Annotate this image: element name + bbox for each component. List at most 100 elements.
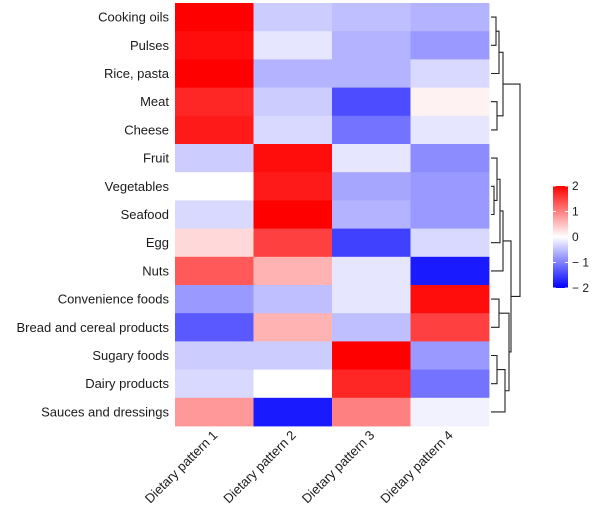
- row-label: Pulses: [130, 38, 170, 53]
- heatmap-cell: [410, 144, 490, 173]
- heatmap-cell: [175, 31, 254, 60]
- heatmap-cell: [410, 115, 490, 145]
- heatmap-cell: [175, 285, 254, 314]
- heatmap-cell: [253, 256, 333, 286]
- heatmap-cell: [332, 369, 411, 399]
- heatmap-cell: [332, 144, 411, 173]
- row-label: Egg: [146, 235, 169, 250]
- heatmap-cell: [410, 228, 490, 258]
- heatmap-cell: [410, 59, 490, 88]
- row-label: Meat: [140, 94, 169, 109]
- row-label: Sauces and dressings: [41, 404, 169, 419]
- row-label: Fruit: [143, 151, 169, 166]
- heatmap-cell: [253, 369, 333, 399]
- heatmap-cell: [332, 59, 411, 88]
- heatmap-cell: [410, 285, 490, 314]
- column-label: Dietary pattern 3: [299, 428, 378, 507]
- heatmap-cell: [253, 285, 333, 314]
- heatmap-cell: [410, 3, 490, 32]
- legend-tick-label: − 1: [572, 256, 589, 270]
- row-label: Sugary foods: [92, 348, 169, 363]
- heatmap-cell: [253, 115, 333, 145]
- row-label: Dairy products: [85, 376, 169, 391]
- heatmap-cell: [175, 200, 254, 229]
- column-label: Dietary pattern 2: [220, 428, 299, 507]
- heatmap-cell: [253, 228, 333, 258]
- row-label: Nuts: [142, 263, 169, 278]
- dendrogram-branch: [491, 30, 500, 75]
- row-dendrogram: [491, 16, 521, 413]
- heatmap-cell: [410, 200, 490, 229]
- heatmap-cell: [332, 256, 411, 286]
- heatmap-cell: [332, 3, 411, 32]
- dendrogram-branch: [497, 51, 504, 117]
- heatmap-cell: [253, 313, 333, 342]
- dendrogram-branch: [491, 298, 500, 328]
- legend-tick-label: 1: [572, 205, 579, 219]
- heatmap-cell: [253, 144, 333, 173]
- row-label: Rice, pasta: [104, 66, 170, 81]
- heatmap-cell: [253, 31, 333, 60]
- heatmap-cell: [332, 31, 411, 60]
- color-legend: 2 1 0 − 1 − 2: [553, 179, 589, 295]
- heatmap-cell: [410, 31, 490, 60]
- heatmap-cell: [332, 172, 411, 201]
- heatmap-cell: [332, 285, 411, 314]
- heatmap-cell: [175, 87, 254, 117]
- heatmap-cell: [175, 341, 254, 370]
- row-label: Cheese: [124, 122, 169, 137]
- heatmap-cell: [253, 341, 333, 370]
- heatmap-cell: [175, 397, 254, 427]
- heatmap-cell: [410, 341, 490, 370]
- row-label: Vegetables: [105, 179, 170, 194]
- heatmap-cell: [253, 172, 333, 201]
- legend-tick-label: 2: [572, 179, 579, 193]
- heatmap-cell: [175, 369, 254, 399]
- heatmap-cell: [332, 200, 411, 229]
- row-label: Convenience foods: [58, 292, 170, 307]
- heatmap-cell: [332, 87, 411, 117]
- heatmap-cell: [175, 59, 254, 88]
- dendrogram-branch: [503, 240, 512, 353]
- legend-colorbar: [553, 186, 568, 288]
- heatmap-cell: [410, 369, 490, 399]
- dendrogram-branch: [491, 210, 504, 272]
- heatmap-cell: [175, 313, 254, 342]
- dendrogram-branch: [499, 312, 510, 392]
- dendrogram-branch: [491, 101, 498, 131]
- dendrogram-branch: [491, 16, 497, 46]
- heatmap-cell: [332, 228, 411, 258]
- heatmap-cell: [410, 87, 490, 117]
- heatmap-cell: [253, 397, 333, 427]
- heatmap-cell: [332, 341, 411, 370]
- column-label: Dietary pattern 1: [142, 428, 221, 507]
- column-label: Dietary pattern 4: [377, 428, 456, 507]
- legend-tick-label: 0: [572, 230, 579, 244]
- legend-tick-label: − 2: [572, 281, 589, 295]
- heatmap-cell: [332, 115, 411, 145]
- heatmap-cell: [253, 3, 333, 32]
- heatmap-cell: [253, 87, 333, 117]
- dendrogram-branch: [491, 369, 506, 413]
- dendrogram-branch: [503, 83, 521, 298]
- dendrogram-branch: [491, 354, 498, 385]
- heatmap-cell: [410, 172, 490, 201]
- dendrogram-branch: [491, 185, 495, 216]
- heatmap-cell: [175, 172, 254, 201]
- dendrogram-branch: [491, 178, 501, 244]
- column-labels: Dietary pattern 1 Dietary pattern 2 Dietar…: [142, 428, 456, 507]
- heatmap-cell: [410, 397, 490, 427]
- heatmap-cell: [175, 3, 254, 32]
- heatmap-cell: [253, 200, 333, 229]
- heatmap-cell: [175, 115, 254, 145]
- heatmap-cell: [253, 59, 333, 88]
- heatmap-cell: [175, 256, 254, 286]
- heatmap-cell: [175, 144, 254, 173]
- heatmap-cell: [410, 256, 490, 286]
- row-label: Cooking oils: [98, 10, 169, 25]
- heatmap-cell: [175, 228, 254, 258]
- legend-ticks: 2 1 0 − 1 − 2: [553, 179, 589, 295]
- heatmap-cell: [332, 397, 411, 427]
- heatmap-cell: [410, 313, 490, 342]
